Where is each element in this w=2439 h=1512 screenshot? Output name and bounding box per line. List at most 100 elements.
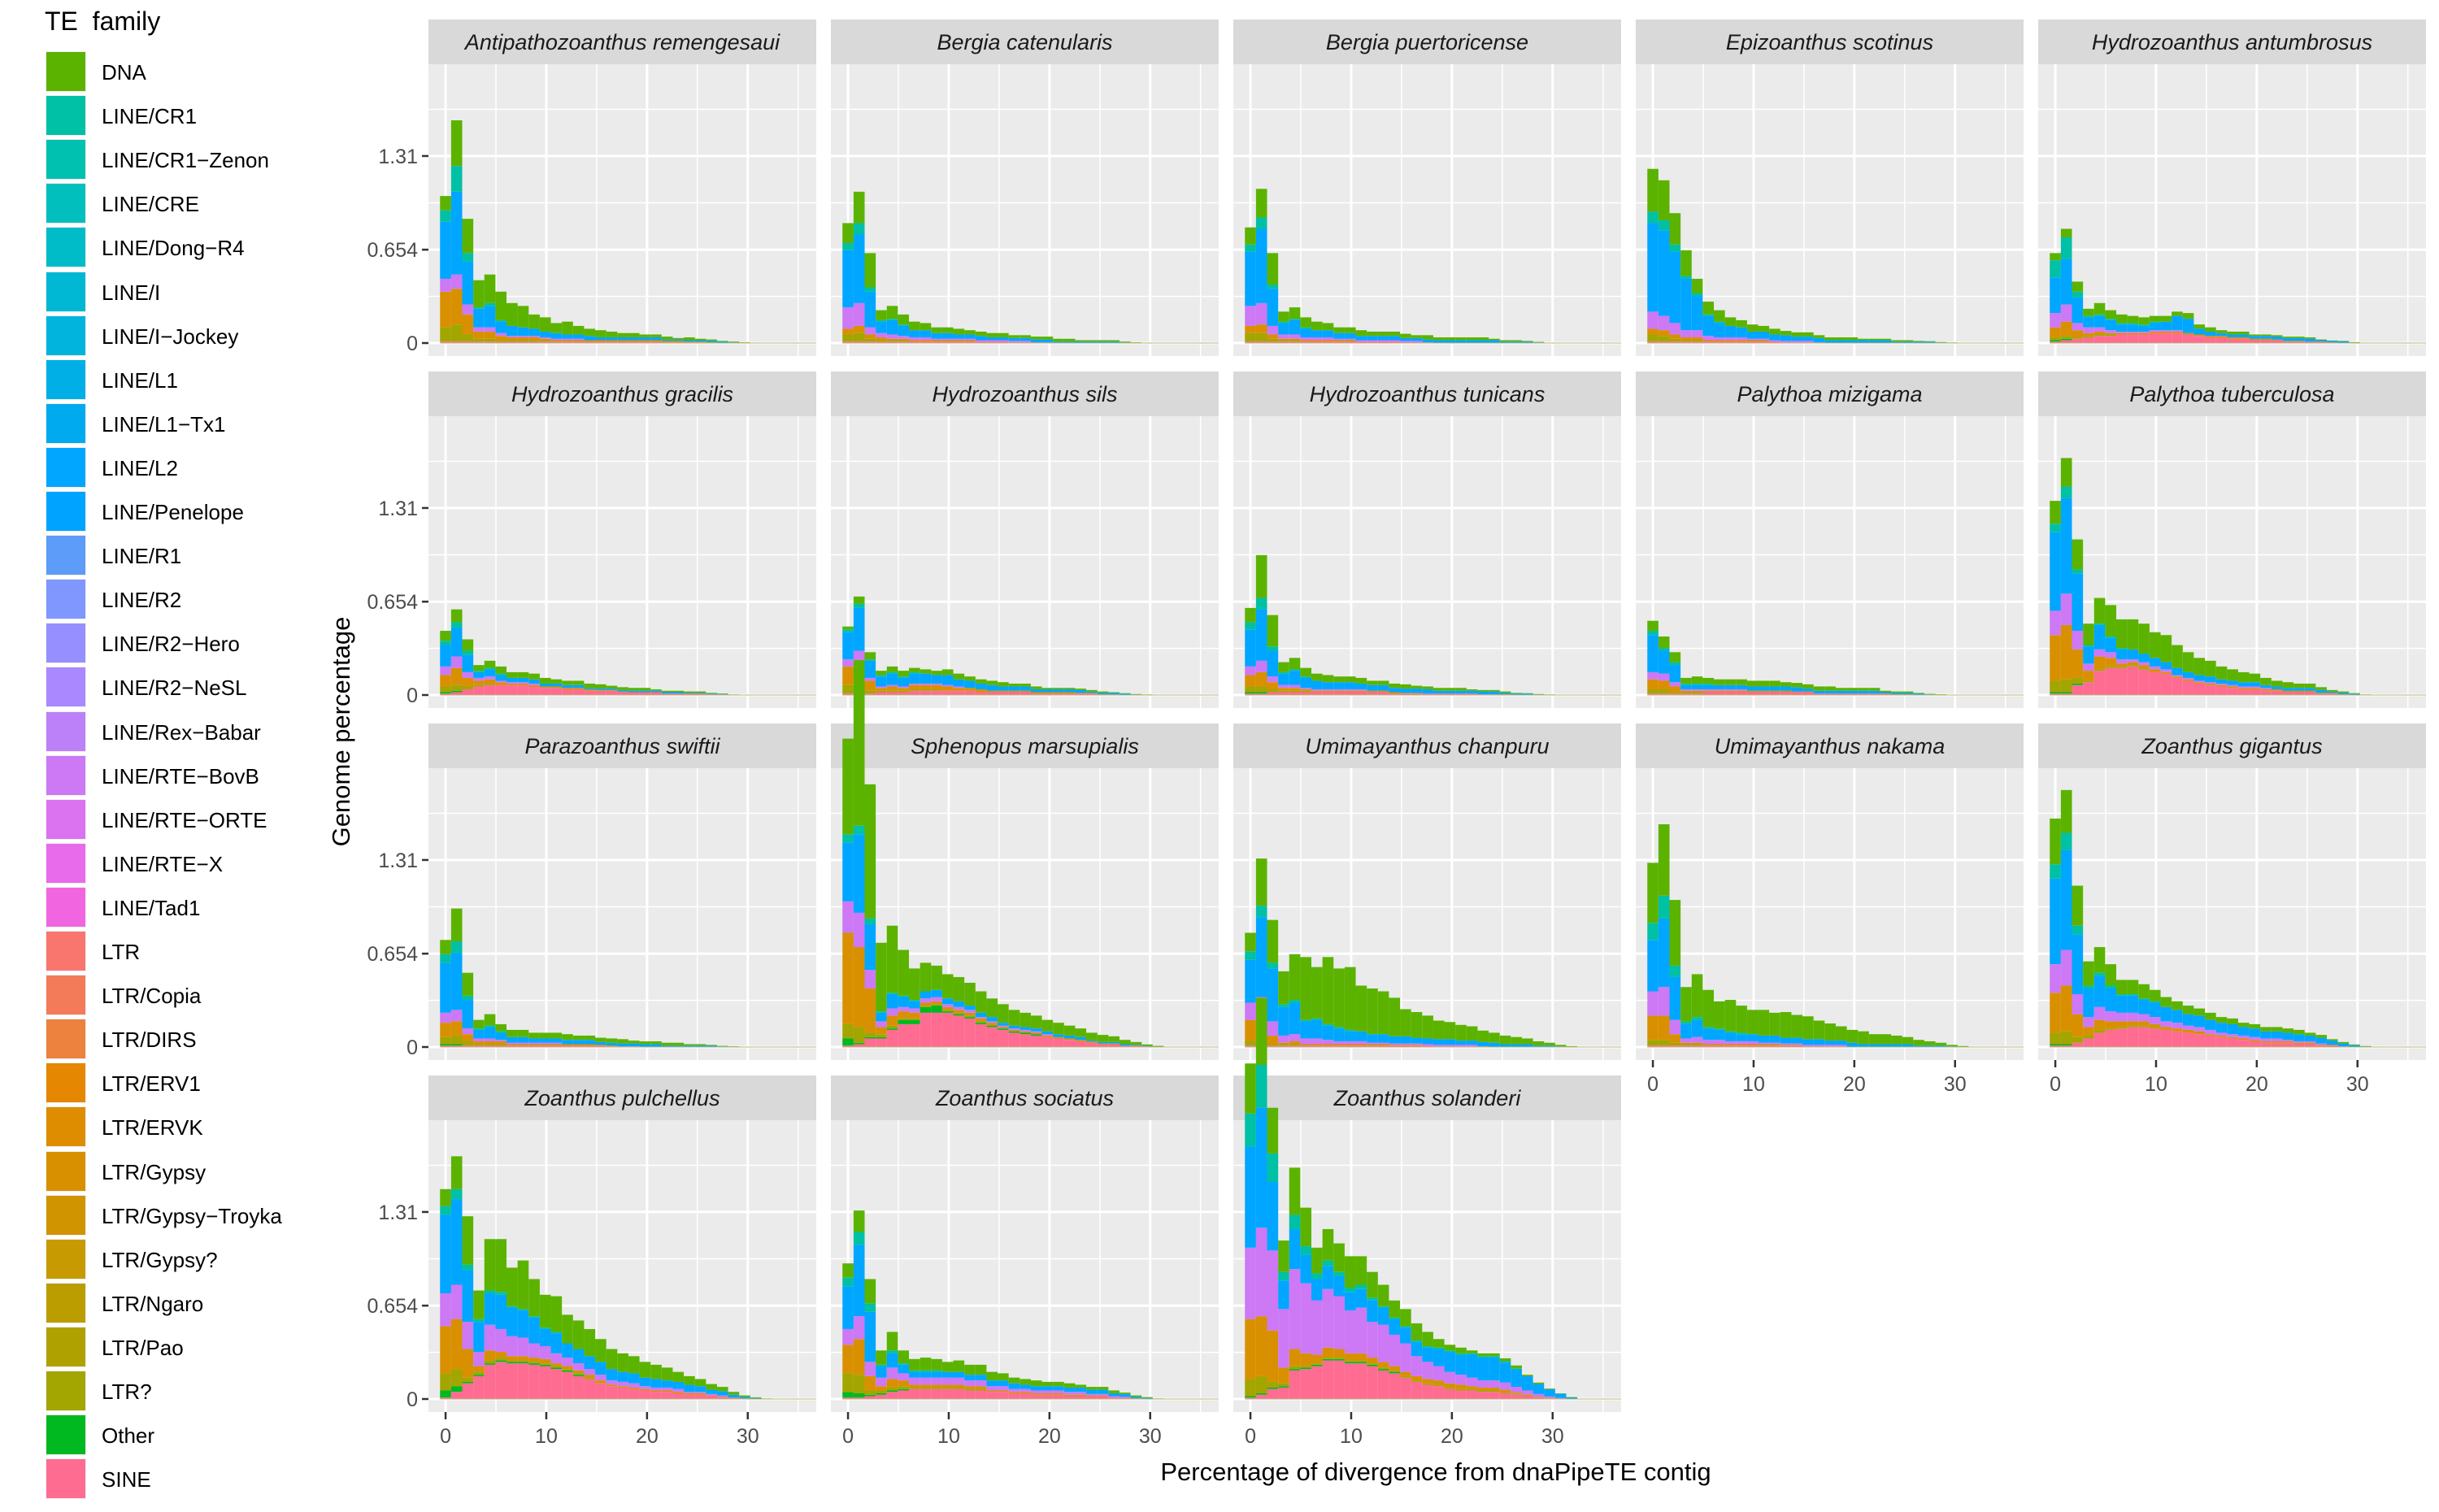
bar-segment <box>2271 1027 2283 1032</box>
bar-segment <box>1433 1380 1445 1385</box>
legend-item: LINE/L1−Tx1 <box>44 402 320 446</box>
bar-segment <box>1278 1271 1289 1281</box>
bar-segment <box>1041 692 1054 694</box>
bar-segment <box>1355 341 1367 343</box>
bar-segment <box>1300 677 1312 689</box>
bar-segment <box>650 334 662 337</box>
bar-segment <box>1724 689 1737 691</box>
bar-segment <box>1141 1397 1153 1399</box>
bar-segment <box>898 677 910 687</box>
bar-segment <box>1333 1028 1345 1041</box>
bar-segment <box>2205 1035 2216 1047</box>
bar-segment <box>2105 637 2117 653</box>
bar-segment <box>2182 671 2194 678</box>
bar-segment <box>853 191 865 224</box>
bar-segment <box>517 327 529 337</box>
bar-segment <box>876 1038 887 1047</box>
bar-segment <box>450 953 463 1010</box>
bar-segment <box>1714 689 1725 691</box>
bar-segment <box>1477 1392 1489 1399</box>
bar-segment <box>1289 334 1301 339</box>
bar-segment <box>1858 688 1869 691</box>
legend-item: DNA <box>44 50 320 94</box>
bar-segment <box>864 923 876 971</box>
bar-segment <box>1891 693 1902 695</box>
bar-segment <box>1020 1031 1031 1033</box>
legend-label: LTR/Ngaro <box>102 1291 204 1316</box>
bar-segment <box>998 692 1009 695</box>
bar-segment <box>2072 684 2084 695</box>
bar-segment <box>1791 691 1803 693</box>
bar-segment <box>2116 334 2128 343</box>
bar-segment <box>1278 1045 1289 1047</box>
bar-segment <box>1647 671 1659 680</box>
bar-segment <box>2227 688 2238 695</box>
bar-segment <box>1714 1028 1725 1030</box>
bar-segment <box>909 673 920 684</box>
bar-segment <box>1736 679 1747 685</box>
x-tick-label: 10 <box>2145 1073 2167 1096</box>
legend-label: Other <box>102 1423 155 1449</box>
bar-segment <box>484 676 496 680</box>
bar-segment <box>909 1018 920 1020</box>
bar-segment <box>2271 686 2283 689</box>
bar-segment <box>1333 1045 1345 1047</box>
bar-segment <box>450 941 463 954</box>
bar-segment <box>1075 1036 1087 1041</box>
bar-segment <box>1322 1040 1334 1045</box>
bar-segment <box>886 994 898 1009</box>
bar-segment <box>484 1044 496 1046</box>
bar-segment <box>595 330 606 337</box>
bar-segment <box>931 327 942 333</box>
bar-segment <box>886 338 898 341</box>
bar-segment <box>1477 1387 1489 1391</box>
bar-segment <box>2304 337 2316 339</box>
bar-segment <box>584 689 596 691</box>
bar-segment <box>1422 1347 1433 1362</box>
bar-segment <box>898 314 910 325</box>
bar-segment <box>684 1045 695 1047</box>
bar-segment <box>1802 1045 1814 1047</box>
bar-segment <box>1041 1394 1054 1399</box>
bar-segment <box>2127 1021 2139 1026</box>
bar-segment <box>528 1358 540 1362</box>
bar-segment <box>2260 1042 2272 1047</box>
bar-segment <box>931 689 942 691</box>
bar-segment <box>495 1044 507 1046</box>
bar-segment <box>473 671 485 672</box>
bar-segment <box>2172 1031 2183 1047</box>
facet-panel: Palythoa tuberculosa <box>2038 371 2426 708</box>
bar-segment <box>1769 692 1780 695</box>
bar-segment <box>941 974 954 999</box>
bar-segment <box>1566 1397 1578 1398</box>
bar-segment <box>1746 690 1759 693</box>
bar-segment <box>1119 1045 1131 1047</box>
bar-segment <box>506 1363 518 1399</box>
bar-segment <box>1521 1044 1533 1047</box>
bar-segment <box>853 341 865 343</box>
bar-segment <box>2127 1025 2139 1028</box>
bar-segment <box>1311 1019 1323 1039</box>
bar-segment <box>528 1044 540 1046</box>
bar-segment <box>506 684 518 695</box>
bar-segment <box>1289 1034 1301 1041</box>
bar-segment <box>1311 1354 1323 1364</box>
bar-segment <box>1075 1396 1087 1399</box>
facet-title: Palythoa tuberculosa <box>2129 382 2334 406</box>
bar-segment <box>1658 1040 1670 1046</box>
bar-segment <box>2260 1041 2272 1043</box>
bar-segment <box>650 690 662 693</box>
bar-segment <box>1422 1038 1433 1045</box>
bar-segment <box>1300 692 1312 695</box>
bar-segment <box>842 1373 854 1393</box>
bar-segment <box>1333 1360 1345 1399</box>
y-tick-label: 0.654 <box>367 943 418 966</box>
bar-segment <box>998 1386 1009 1391</box>
bar-segment <box>1455 688 1467 691</box>
bar-segment <box>864 1390 876 1395</box>
bar-segment <box>473 1290 485 1319</box>
legend-item: LINE/Dong−R4 <box>44 226 320 270</box>
bar-segment <box>1455 1045 1467 1047</box>
bar-segment <box>898 995 910 997</box>
bar-segment <box>1714 1029 1725 1041</box>
